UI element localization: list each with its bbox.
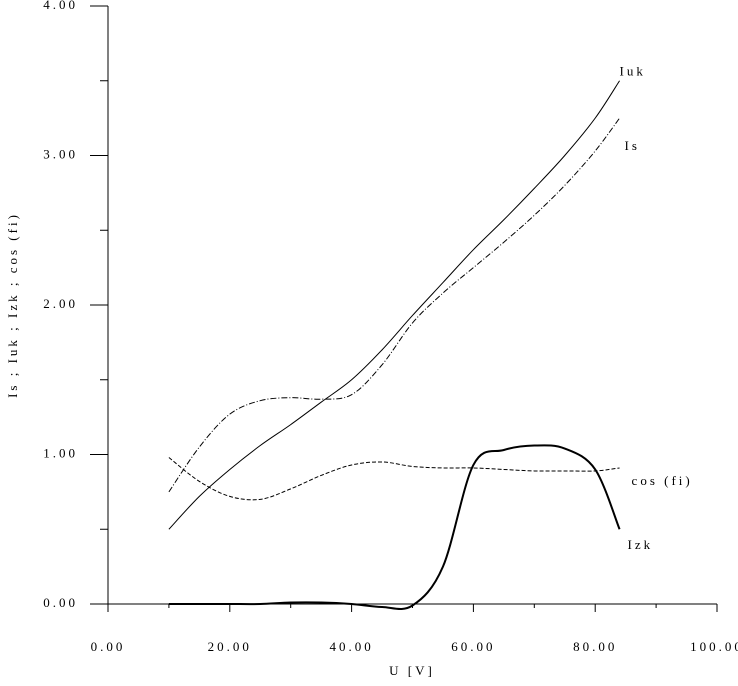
series-line (168, 444, 621, 610)
x-axis-label: U [V] (389, 663, 435, 678)
legend-label: cos (fi) (632, 473, 693, 488)
series-line (168, 80, 620, 530)
x-tick-label: 0.00 (91, 639, 126, 654)
x-tick-label: 80.00 (573, 639, 617, 654)
legend-label: Is (625, 138, 640, 153)
legend-label: Iuk (620, 64, 646, 79)
x-tick-label: 60.00 (451, 639, 495, 654)
y-tick-label: 1.00 (43, 445, 78, 460)
y-axis-label: Is ; Iuk ; Izk ; cos (fi) (5, 212, 20, 398)
y-tick-label: 0.00 (43, 595, 78, 610)
y-tick-label: 2.00 (43, 296, 78, 311)
x-tick-label: 40.00 (329, 639, 373, 654)
series-line (168, 457, 620, 501)
x-tick-label: 100.00 (690, 639, 738, 654)
series-line (168, 117, 620, 493)
x-tick-label: 20.00 (208, 639, 252, 654)
y-tick-label: 4.00 (43, 0, 78, 12)
y-tick-label: 3.00 (43, 146, 78, 161)
legend-label: Izk (628, 537, 654, 552)
